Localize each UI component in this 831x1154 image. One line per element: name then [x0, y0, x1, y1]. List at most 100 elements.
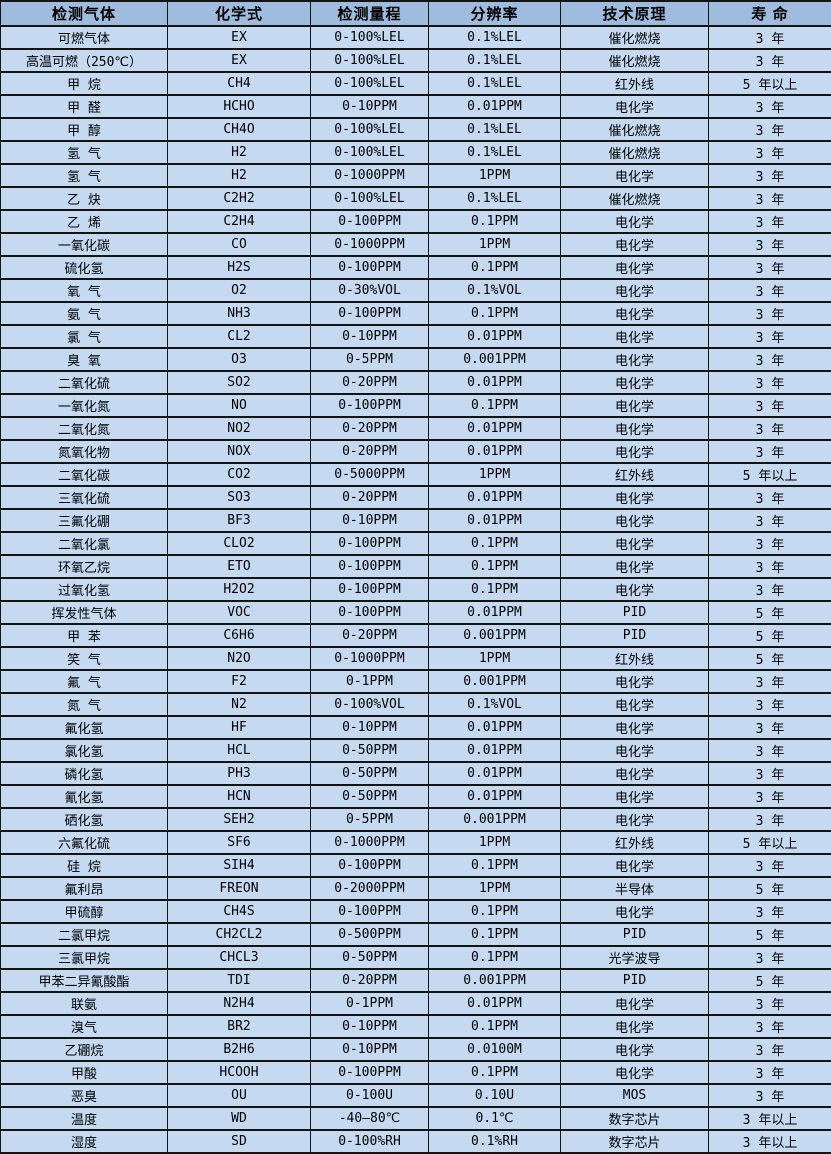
table-cell: 电化学	[561, 348, 709, 371]
table-cell: 0.01PPM	[429, 440, 561, 463]
table-cell: 电化学	[561, 762, 709, 785]
table-cell: N2O	[168, 647, 311, 670]
table-cell: MOS	[561, 1084, 709, 1107]
table-cell: 0.001PPM	[429, 969, 561, 992]
column-header: 分辨率	[429, 1, 561, 26]
table-cell: 三氯甲烷	[1, 946, 168, 969]
table-cell: 0-100PPM	[311, 555, 429, 578]
table-cell: 0-1000PPM	[311, 164, 429, 187]
table-cell: SEH2	[168, 808, 311, 831]
table-cell: HCL	[168, 739, 311, 762]
table-cell: 电化学	[561, 486, 709, 509]
table-cell: 电化学	[561, 210, 709, 233]
table-cell: 0-10PPM	[311, 95, 429, 118]
table-cell: 3 年	[709, 256, 831, 279]
table-cell: 氨 气	[1, 302, 168, 325]
table-cell: CH4	[168, 72, 311, 95]
table-cell: 数字芯片	[561, 1107, 709, 1130]
table-cell: H2	[168, 141, 311, 164]
table-cell: 3 年	[709, 26, 831, 49]
table-cell: 0.1PPM	[429, 256, 561, 279]
table-cell: 电化学	[561, 417, 709, 440]
table-cell: 0.001PPM	[429, 348, 561, 371]
table-cell: 氯化氢	[1, 739, 168, 762]
table-cell: 5 年	[709, 923, 831, 946]
table-cell: 臭 氧	[1, 348, 168, 371]
table-cell: 电化学	[561, 302, 709, 325]
table-header: 检测气体化学式检测量程分辨率技术原理寿 命	[1, 1, 831, 26]
table-cell: 联氨	[1, 992, 168, 1015]
table-cell: 二氧化硫	[1, 371, 168, 394]
table-cell: SD	[168, 1130, 311, 1153]
table-cell: 0-100PPM	[311, 601, 429, 624]
table-cell: 3 年	[709, 762, 831, 785]
table-cell: 乙硼烷	[1, 1038, 168, 1061]
table-cell: 0.1PPM	[429, 946, 561, 969]
table-cell: 3 年	[709, 900, 831, 923]
table-cell: C6H6	[168, 624, 311, 647]
table-cell: CHCL3	[168, 946, 311, 969]
table-cell: 0-100PPM	[311, 900, 429, 923]
table-cell: 氮 气	[1, 693, 168, 716]
table-cell: SO2	[168, 371, 311, 394]
table-cell: 3 年	[709, 302, 831, 325]
table-cell: 3 年	[709, 187, 831, 210]
table-cell: 0-10PPM	[311, 716, 429, 739]
table-cell: 3 年	[709, 946, 831, 969]
table-cell: EX	[168, 26, 311, 49]
table-cell: HCOOH	[168, 1061, 311, 1084]
table-cell: WD	[168, 1107, 311, 1130]
table-cell: NH3	[168, 302, 311, 325]
table-cell: 甲 醇	[1, 118, 168, 141]
table-cell: 0.1PPM	[429, 532, 561, 555]
table-cell: SO3	[168, 486, 311, 509]
table-cell: 3 年	[709, 785, 831, 808]
table-cell: PID	[561, 601, 709, 624]
table-cell: 0-20PPM	[311, 417, 429, 440]
table-cell: 0.1%LEL	[429, 141, 561, 164]
table-cell: TDI	[168, 969, 311, 992]
table-cell: 红外线	[561, 831, 709, 854]
table-cell: C2H2	[168, 187, 311, 210]
table-cell: CO	[168, 233, 311, 256]
table-cell: 氟利昂	[1, 877, 168, 900]
table-cell: O2	[168, 279, 311, 302]
table-cell: 氟 气	[1, 670, 168, 693]
table-cell: 二氧化碳	[1, 463, 168, 486]
table-cell: 0.01PPM	[429, 325, 561, 348]
table-cell: 过氧化氢	[1, 578, 168, 601]
table-cell: 电化学	[561, 693, 709, 716]
table-cell: 0-100%LEL	[311, 118, 429, 141]
table-cell: PID	[561, 969, 709, 992]
table-cell: 电化学	[561, 256, 709, 279]
table-cell: 0.1PPM	[429, 394, 561, 417]
table-cell: 0-100%LEL	[311, 49, 429, 72]
table-cell: 电化学	[561, 394, 709, 417]
table-cell: 0.01PPM	[429, 785, 561, 808]
table-cell: 0.01PPM	[429, 601, 561, 624]
table-cell: 催化燃烧	[561, 49, 709, 72]
table-cell: 3 年以上	[709, 1107, 831, 1130]
table-cell: SF6	[168, 831, 311, 854]
table-cell: 0-10PPM	[311, 509, 429, 532]
table-cell: 0-100PPM	[311, 256, 429, 279]
table-cell: NO	[168, 394, 311, 417]
table-cell: 0.1%VOL	[429, 693, 561, 716]
